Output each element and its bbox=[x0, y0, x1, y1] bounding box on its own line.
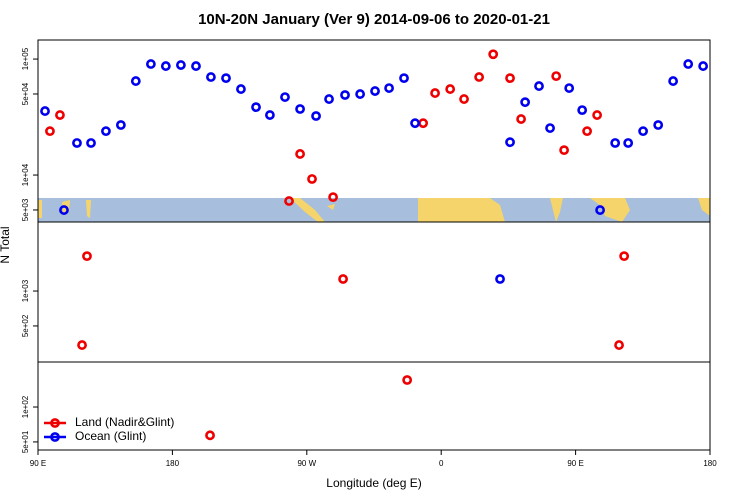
x-axis-label: Longitude (deg E) bbox=[326, 476, 421, 490]
point bbox=[402, 375, 413, 385]
x-tick-label: 90 E bbox=[567, 459, 583, 468]
point bbox=[418, 118, 429, 129]
legend-marker bbox=[50, 432, 60, 442]
x-tick-label: 0 bbox=[439, 459, 444, 468]
y-tick-label: 5e+02 bbox=[21, 314, 30, 337]
point bbox=[668, 76, 679, 86]
chart-title: 10N-20N January (Ver 9) 2014-09-06 to 20… bbox=[198, 11, 550, 28]
point bbox=[370, 86, 380, 96]
y-tick-label: 1e+02 bbox=[21, 395, 30, 418]
point bbox=[592, 110, 603, 120]
y-tick-label: 1e+03 bbox=[21, 279, 30, 302]
point bbox=[638, 126, 648, 137]
point bbox=[384, 83, 394, 93]
x-tick-label: 180 bbox=[703, 459, 717, 468]
point bbox=[191, 61, 201, 71]
legend-label: Ocean (Glint) bbox=[75, 429, 146, 443]
point bbox=[176, 60, 186, 70]
point bbox=[295, 149, 305, 159]
point bbox=[86, 138, 96, 148]
x-tick-label: 90 E bbox=[30, 459, 46, 468]
point bbox=[595, 205, 605, 215]
point bbox=[355, 89, 366, 99]
point bbox=[295, 104, 305, 114]
x-tick-label: 180 bbox=[166, 459, 180, 468]
point bbox=[445, 84, 456, 94]
y-tick-label: 5e+03 bbox=[21, 198, 30, 221]
point bbox=[130, 76, 141, 86]
point bbox=[307, 174, 317, 184]
y-tick-label: 5e+01 bbox=[21, 430, 30, 453]
point bbox=[338, 274, 348, 284]
point bbox=[82, 251, 92, 262]
point bbox=[115, 120, 126, 130]
point bbox=[545, 123, 555, 133]
point bbox=[610, 138, 621, 148]
y-tick-label: 1e+05 bbox=[21, 47, 30, 70]
legend-label: Land (Nadir&Glint) bbox=[75, 415, 174, 429]
point bbox=[653, 120, 664, 130]
y-tick-label: 5e+04 bbox=[21, 82, 30, 105]
point bbox=[311, 111, 321, 121]
point bbox=[559, 145, 570, 156]
point bbox=[623, 138, 634, 148]
point bbox=[474, 72, 485, 82]
point bbox=[551, 71, 562, 82]
point bbox=[683, 59, 694, 69]
legend-marker bbox=[50, 418, 60, 428]
point bbox=[72, 138, 82, 148]
point bbox=[505, 73, 515, 84]
plot-frame bbox=[37, 39, 711, 451]
point bbox=[459, 94, 469, 104]
point bbox=[577, 105, 588, 116]
point bbox=[399, 73, 409, 84]
point bbox=[495, 274, 505, 284]
y-tick-label: 1e+04 bbox=[21, 163, 30, 186]
point bbox=[430, 88, 440, 98]
point bbox=[328, 192, 338, 203]
point bbox=[534, 81, 544, 91]
point bbox=[614, 340, 624, 350]
point bbox=[520, 97, 531, 108]
point bbox=[582, 126, 592, 137]
point bbox=[45, 126, 55, 137]
point bbox=[145, 59, 156, 69]
point bbox=[206, 72, 216, 82]
point bbox=[516, 114, 526, 124]
point bbox=[340, 90, 350, 100]
point bbox=[236, 84, 246, 94]
point bbox=[101, 126, 111, 137]
x-tick-label: 90 W bbox=[297, 459, 316, 468]
point bbox=[265, 110, 275, 120]
point bbox=[324, 94, 334, 104]
point bbox=[505, 137, 515, 148]
point bbox=[488, 49, 499, 60]
point bbox=[59, 205, 69, 215]
point bbox=[40, 106, 50, 116]
point bbox=[251, 102, 261, 113]
map-band bbox=[38, 198, 710, 223]
point bbox=[55, 110, 65, 120]
point bbox=[160, 61, 171, 71]
y-axis-label: N Total bbox=[0, 226, 12, 263]
point bbox=[564, 83, 575, 93]
point bbox=[698, 61, 709, 71]
point bbox=[280, 92, 290, 102]
point bbox=[77, 340, 87, 350]
point bbox=[205, 430, 215, 441]
point bbox=[619, 251, 630, 262]
point bbox=[284, 196, 294, 206]
point bbox=[221, 73, 231, 84]
point bbox=[410, 118, 420, 129]
